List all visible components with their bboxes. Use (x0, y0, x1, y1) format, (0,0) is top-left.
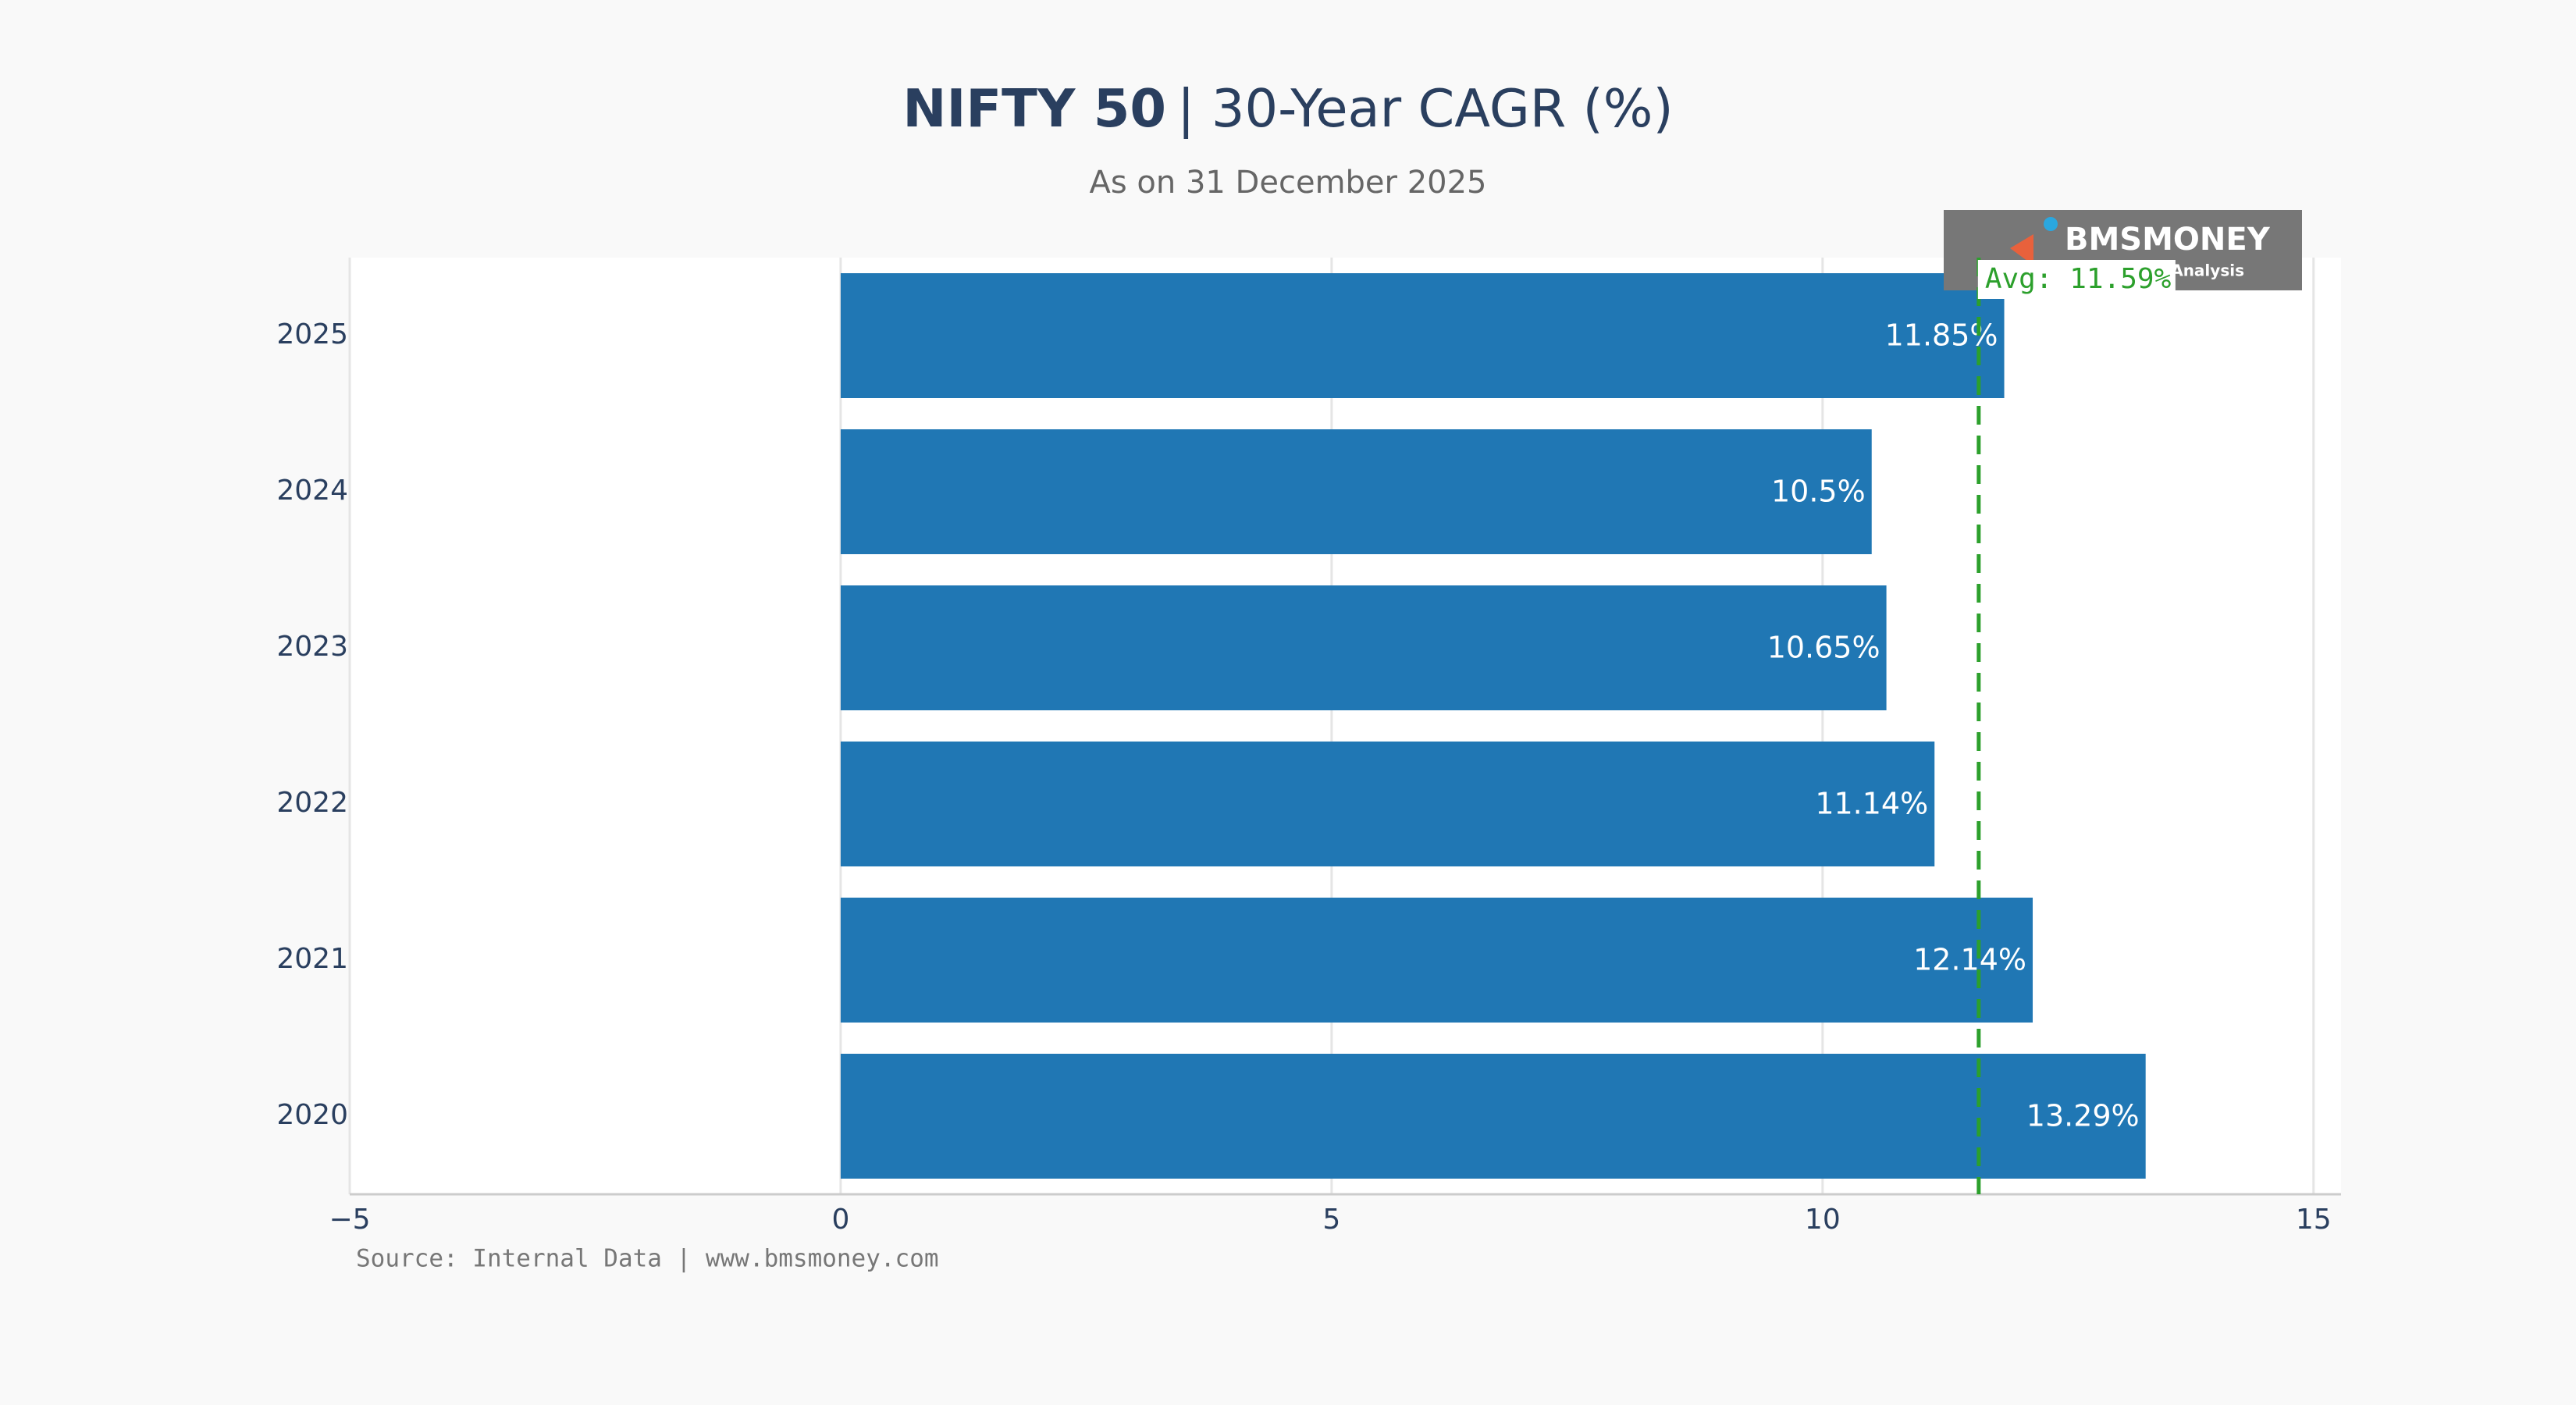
bar (840, 898, 2033, 1023)
source-note: Source: Internal Data | www.bmsmoney.com (356, 1245, 939, 1273)
x-tick-label: 10 (1805, 1204, 1841, 1236)
y-tick-label: 2020 (276, 1099, 348, 1131)
logo-name: BMSMONEY (2065, 222, 2271, 258)
grid (348, 258, 2315, 1194)
bar (840, 742, 1935, 866)
title-text: | 30-Year CAGR (%) (1177, 78, 1674, 139)
chart-title: NIFTY 50 | 30-Year CAGR (%) (902, 78, 1673, 139)
bar (840, 429, 1872, 554)
bar (840, 1054, 2146, 1179)
logo-icon-dot (2044, 217, 2058, 231)
y-tick-label: 2022 (276, 787, 348, 819)
logo-icon (2010, 234, 2033, 265)
bar-label: 13.29% (2026, 1099, 2140, 1133)
chart-subtitle: As on 31 December 2025 (1089, 165, 1486, 201)
bar-label: 10.5% (1771, 475, 1866, 509)
bar-label: 10.65% (1767, 631, 1880, 665)
average: Avg: 11.59% (1976, 258, 2176, 1194)
bar (840, 585, 1887, 710)
x-tick-label: 15 (2296, 1204, 2332, 1236)
bar-label: 11.85% (1885, 318, 1998, 353)
title-emphasis: NIFTY 50 (902, 78, 1166, 139)
average-label: Avg: 11.59% (1985, 263, 2172, 295)
plot-area (350, 258, 2341, 1194)
y-tick-label: 2024 (276, 475, 348, 507)
logo: BMSMONEY Analysis (1944, 210, 2302, 290)
bars: 11.85% 10.5% 10.65% 11.14% 12.14% 13.29% (840, 273, 2146, 1179)
bar-label: 11.14% (1815, 787, 1928, 821)
y-tick-label: 2023 (276, 631, 348, 663)
y-tick-label: 2025 (276, 318, 348, 350)
y-tick-label: 2021 (276, 943, 348, 975)
average-label-box (1977, 260, 2176, 299)
x-tick-label: 5 (1322, 1204, 1340, 1236)
bar-label: 12.14% (1913, 943, 2026, 977)
x-tick-label: 0 (831, 1204, 849, 1236)
logo-tag: Analysis (2171, 261, 2244, 280)
x-tick-label: −5 (329, 1204, 370, 1236)
bar (840, 273, 2005, 398)
